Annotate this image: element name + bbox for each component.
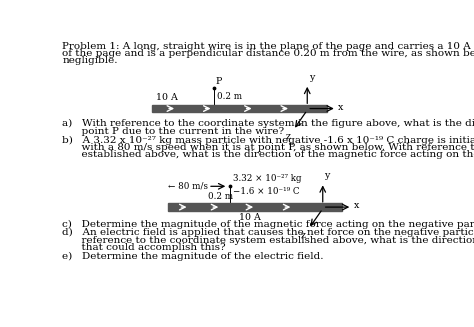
Text: Problem 1: A long, straight wire is in the plane of the page and carries a 10 A : Problem 1: A long, straight wire is in t… [63,42,474,51]
Text: 3.32 × 10⁻²⁷ kg: 3.32 × 10⁻²⁷ kg [233,174,301,183]
Text: c)   Determine the magnitude of the magnetic force acting on the negative partic: c) Determine the magnitude of the magnet… [63,219,474,229]
Text: 0.2 m: 0.2 m [217,92,242,101]
Text: negligible.: negligible. [63,56,118,65]
Bar [152,105,327,112]
Text: x: x [354,201,359,210]
Text: z: z [301,231,306,240]
Text: e)   Determine the magnitude of the electric field.: e) Determine the magnitude of the electr… [63,252,324,261]
Text: of the page and is a perpendicular distance 0.20 m from the wire, as shown below: of the page and is a perpendicular dista… [63,49,474,58]
Text: P: P [216,77,222,86]
Text: z: z [285,132,290,141]
Text: x: x [338,102,344,112]
Text: ← 80 m/s: ← 80 m/s [168,182,208,191]
Bar [168,203,342,211]
Text: 10 A: 10 A [239,213,261,222]
Text: point P due to the current in the wire?: point P due to the current in the wire? [63,127,284,136]
Text: a)   With reference to the coordinate system in the figure above, what is the di: a) With reference to the coordinate syst… [63,119,474,129]
Text: that could accomplish this?: that could accomplish this? [63,243,226,252]
Text: reference to the coordinate system established above, what is the direction of t: reference to the coordinate system estab… [63,235,474,245]
Text: b)   A 3.32 x 10⁻²⁷ kg mass particle with negative -1.6 x 10⁻¹⁹ C charge is init: b) A 3.32 x 10⁻²⁷ kg mass particle with … [63,135,474,145]
Text: with a 80 m/s speed when it is at point P, as shown below. With reference to the: with a 80 m/s speed when it is at point … [63,143,474,152]
Text: 10 A: 10 A [156,94,178,102]
Text: y: y [309,73,314,82]
Text: y: y [324,171,330,180]
Text: established above, what is the direction of the magnetic force acting on the neg: established above, what is the direction… [63,150,474,159]
Text: 0.2 m: 0.2 m [208,192,233,201]
Text: −1.6 × 10⁻¹⁹ C: −1.6 × 10⁻¹⁹ C [233,187,300,196]
Text: d)   An electric field is applied that causes the net force on the negative part: d) An electric field is applied that cau… [63,228,474,237]
